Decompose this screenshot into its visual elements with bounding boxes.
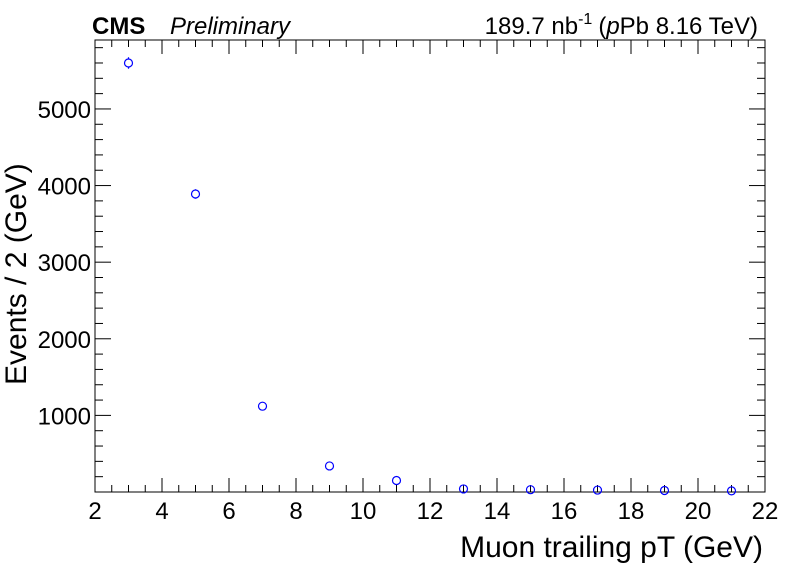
y-tick-label: 2000 xyxy=(38,327,91,354)
data-point xyxy=(123,57,134,69)
data-marker xyxy=(592,485,603,495)
data-marker xyxy=(257,401,268,411)
data-point xyxy=(726,486,737,496)
data-point xyxy=(525,485,536,495)
lumi-exponent: -1 xyxy=(578,11,592,28)
x-tick-label: 18 xyxy=(618,498,645,525)
x-tick-label: 20 xyxy=(685,498,712,525)
preliminary-label: Preliminary xyxy=(170,13,292,40)
data-marker xyxy=(123,58,134,68)
x-axis-title: Muon trailing pT (GeV) xyxy=(460,531,763,564)
y-tick-label: 4000 xyxy=(38,174,91,201)
lumi-label: 189.7 nb-1 (pPb 8.16 TeV) xyxy=(485,11,758,40)
energy-italic: p xyxy=(605,13,619,40)
y-tick-label: 3000 xyxy=(38,250,91,277)
data-point xyxy=(592,485,603,495)
data-point xyxy=(458,484,469,494)
data-points xyxy=(123,57,737,496)
data-point xyxy=(324,461,335,471)
x-tick-label: 10 xyxy=(350,498,377,525)
data-marker xyxy=(659,485,670,496)
x-tick-label: 16 xyxy=(551,498,578,525)
energy-rest: Pb 8.16 TeV) xyxy=(620,13,758,40)
axis-ticks xyxy=(94,40,766,492)
y-tick-label: 1000 xyxy=(38,403,91,430)
data-marker xyxy=(458,484,469,494)
x-tick-label: 14 xyxy=(484,498,511,525)
lumi-value: 189.7 nb xyxy=(485,13,578,40)
y-axis-title: Events / 2 (GeV) xyxy=(0,163,33,385)
cms-label: CMS xyxy=(92,13,145,40)
data-point xyxy=(257,401,268,411)
plot-frame xyxy=(94,39,766,493)
data-marker xyxy=(190,189,201,199)
data-point xyxy=(659,485,670,496)
x-tick-label: 8 xyxy=(289,498,302,525)
axis-tick-labels: 2 4 6 8 10 12 14 16 18 20 22 1000 2000 3000 4000 5000 xyxy=(38,97,779,525)
x-tick-label: 6 xyxy=(222,498,235,525)
data-marker xyxy=(391,475,402,486)
x-tick-label: 12 xyxy=(417,498,444,525)
x-tick-label: 22 xyxy=(752,498,779,525)
data-marker xyxy=(324,461,335,471)
x-tick-label: 2 xyxy=(88,498,101,525)
data-marker xyxy=(726,486,737,496)
energy-open: ( xyxy=(598,13,606,40)
data-point xyxy=(190,189,201,199)
data-point xyxy=(391,475,402,486)
data-marker xyxy=(525,485,536,495)
y-tick-label: 5000 xyxy=(38,97,91,124)
x-tick-label: 4 xyxy=(155,498,168,525)
